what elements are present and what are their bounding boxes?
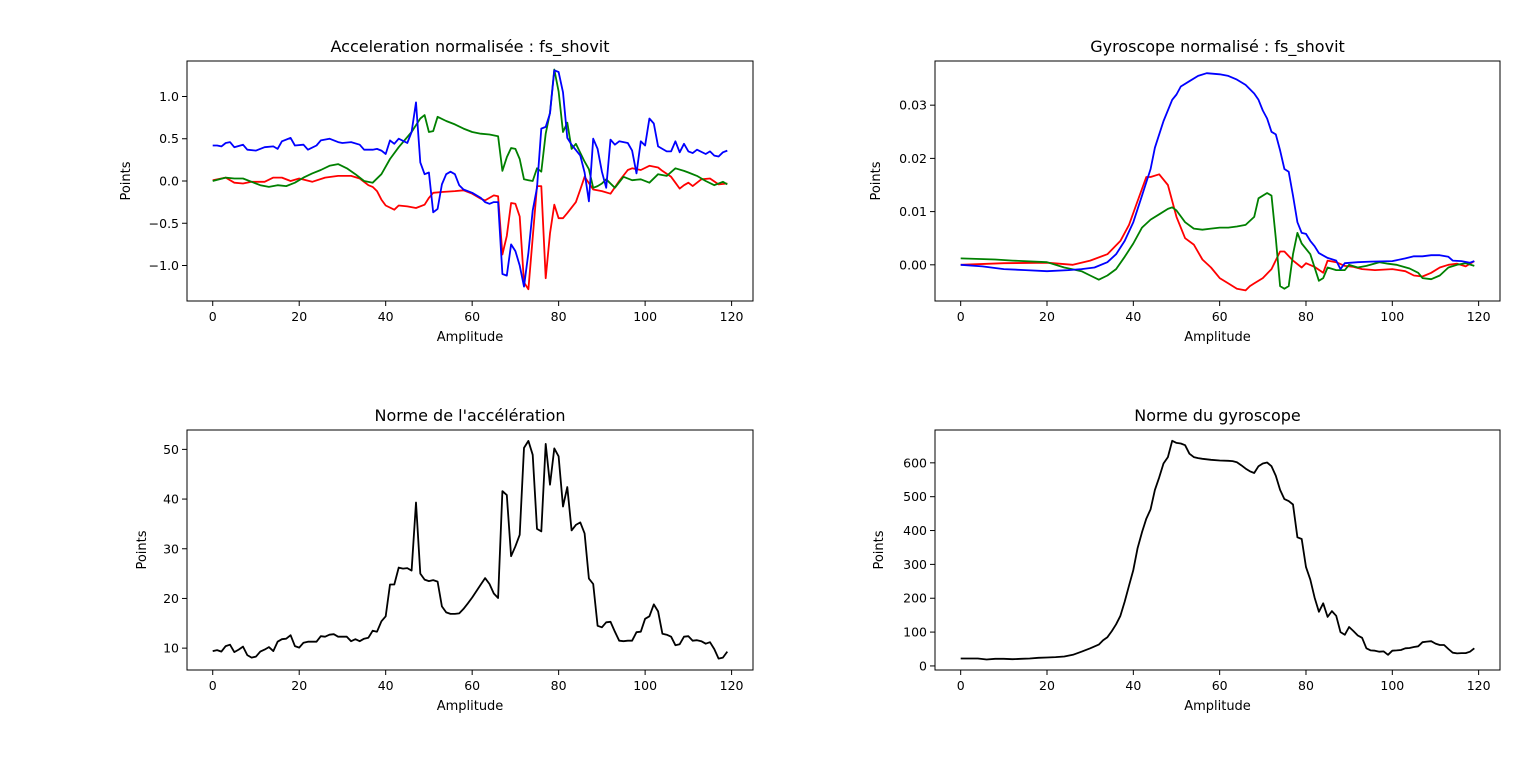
plot-title: Norme de l'accélération — [374, 406, 565, 425]
x-tick-label: 60 — [1212, 309, 1228, 324]
x-tick-label: 40 — [378, 309, 394, 324]
y-tick-label: 500 — [903, 489, 927, 504]
axis-ticks: 0 20 40 60 80 100 120 −1.0 −0.5 0.0 0.5 1.0 — [149, 89, 744, 324]
x-tick-label: 40 — [1125, 678, 1141, 693]
x-tick-label: 0 — [957, 678, 965, 693]
axis-ticks: 0 20 40 60 80 100 120 0 100 200 300 400 500 600 — [903, 455, 1490, 693]
axis-ticks: 0 20 40 60 80 100 120 0.00 0.01 0.02 0.03 — [899, 98, 1490, 324]
plot-title: Acceleration normalisée : fs_shovit — [330, 37, 609, 57]
y-tick-label: 50 — [163, 442, 179, 457]
x-axis-label: Amplitude — [1184, 699, 1251, 714]
x-tick-label: 80 — [551, 309, 567, 324]
x-axis-label: Amplitude — [437, 330, 504, 345]
x-tick-label: 20 — [291, 678, 307, 693]
accel-normalized-plot: Acceleration normalisée : fs_shovit Ampl… — [119, 37, 754, 345]
gyro-normalized-plot: Gyroscope normalisé : fs_shovit Amplitud… — [869, 37, 1501, 345]
series-line-red — [960, 173, 1475, 292]
y-tick-label: 0 — [919, 658, 927, 673]
x-tick-label: 40 — [378, 678, 394, 693]
x-tick-label: 80 — [1298, 309, 1314, 324]
plot-title: Norme du gyroscope — [1134, 406, 1301, 425]
y-tick-label: 0.00 — [899, 257, 927, 272]
y-tick-label: 200 — [903, 591, 927, 606]
series-line-black — [212, 439, 729, 660]
x-tick-label: 40 — [1125, 309, 1141, 324]
y-axis-label: Points — [135, 530, 150, 569]
plot-frame — [934, 429, 1501, 671]
y-tick-label: −0.5 — [149, 216, 179, 231]
plot-frame — [186, 60, 754, 302]
y-tick-label: −1.0 — [149, 258, 179, 273]
y-tick-label: 30 — [163, 541, 179, 556]
axis-ticks: 0 20 40 60 80 100 120 10 20 30 40 50 — [163, 442, 743, 693]
x-tick-label: 0 — [209, 309, 217, 324]
plot-title: Gyroscope normalisé : fs_shovit — [1090, 37, 1345, 57]
x-axis-label: Amplitude — [437, 699, 504, 714]
x-tick-label: 120 — [720, 309, 744, 324]
x-tick-label: 100 — [1380, 309, 1404, 324]
y-axis-label: Points — [872, 530, 887, 569]
x-tick-label: 60 — [1212, 678, 1228, 693]
x-tick-label: 100 — [1380, 678, 1404, 693]
y-tick-label: 300 — [903, 557, 927, 572]
x-tick-label: 100 — [633, 309, 657, 324]
series-line-black — [960, 439, 1475, 661]
y-tick-label: 20 — [163, 591, 179, 606]
series-lines — [960, 72, 1475, 292]
y-axis-label: Points — [869, 161, 884, 200]
x-tick-label: 60 — [464, 309, 480, 324]
x-tick-label: 60 — [464, 678, 480, 693]
y-tick-label: 600 — [903, 455, 927, 470]
x-tick-label: 20 — [1039, 309, 1055, 324]
plot-frame — [934, 60, 1501, 302]
y-tick-label: 100 — [903, 625, 927, 640]
y-tick-label: 0.02 — [899, 151, 927, 166]
y-tick-label: 400 — [903, 523, 927, 538]
y-tick-label: 0.01 — [899, 204, 927, 219]
series-lines — [960, 439, 1475, 661]
plot-frame — [186, 429, 754, 671]
y-tick-label: 0.5 — [159, 131, 179, 146]
series-lines — [212, 439, 729, 660]
series-line-blue — [960, 72, 1475, 273]
x-tick-label: 80 — [1298, 678, 1314, 693]
x-tick-label: 120 — [1467, 309, 1491, 324]
series-line-red — [212, 164, 728, 291]
x-tick-label: 20 — [1039, 678, 1055, 693]
y-tick-label: 10 — [163, 641, 179, 656]
x-tick-label: 120 — [720, 678, 744, 693]
x-tick-label: 120 — [1467, 678, 1491, 693]
x-tick-label: 0 — [209, 678, 217, 693]
x-tick-label: 80 — [551, 678, 567, 693]
x-tick-label: 20 — [291, 309, 307, 324]
accel-norm-plot: Norme de l'accélération Amplitude Points… — [135, 406, 754, 714]
y-tick-label: 40 — [163, 492, 179, 507]
y-tick-label: 1.0 — [159, 89, 179, 104]
x-tick-label: 100 — [633, 678, 657, 693]
y-tick-label: 0.0 — [159, 174, 179, 189]
x-tick-label: 0 — [957, 309, 965, 324]
y-tick-label: 0.03 — [899, 98, 927, 113]
series-line-blue — [212, 69, 728, 288]
y-axis-label: Points — [119, 161, 134, 200]
series-lines — [212, 68, 728, 291]
x-axis-label: Amplitude — [1184, 330, 1251, 345]
series-line-green — [212, 68, 728, 189]
series-line-green — [960, 192, 1475, 290]
gyro-norm-plot: Norme du gyroscope Amplitude Points 0 20 4… — [872, 406, 1501, 714]
